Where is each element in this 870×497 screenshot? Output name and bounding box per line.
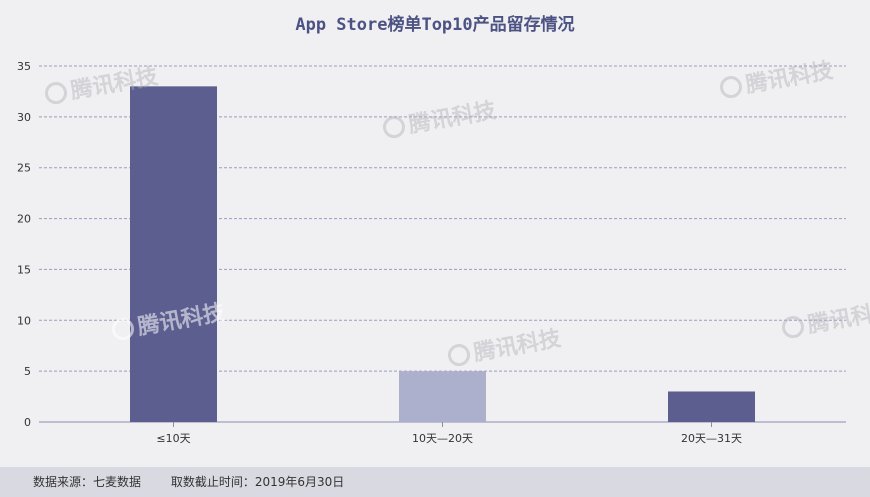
- y-tick-label: 10: [17, 314, 31, 327]
- y-tick-label: 0: [24, 416, 31, 429]
- y-tick-label: 20: [17, 213, 31, 226]
- y-tick-label: 35: [17, 60, 31, 73]
- x-tick-label: ≤10天: [156, 432, 190, 445]
- chart-title: App Store榜单Top10产品留存情况: [295, 15, 575, 35]
- bar: [130, 86, 217, 422]
- x-tick-label: 20天—31天: [681, 432, 742, 445]
- y-tick-label: 5: [24, 365, 31, 378]
- y-tick-label: 30: [17, 111, 31, 124]
- watermark-logo-icon: [43, 80, 69, 106]
- y-tick-label: 15: [17, 263, 31, 276]
- bar-chart: 0 5 10 15 20 25 30 35 ≤10天 10天—20天 20天—31天: [17, 60, 846, 445]
- watermark-logo-icon: [446, 342, 472, 368]
- watermark-logo-icon: [718, 74, 744, 100]
- watermark-logo-icon: [780, 314, 806, 340]
- footer-date: 取数截止时间：2019年6月30日: [170, 475, 345, 489]
- bar: [399, 371, 486, 422]
- bar: [668, 391, 755, 422]
- watermark-logo-icon: [110, 316, 136, 342]
- footer-source: 数据来源：七麦数据: [33, 475, 142, 489]
- footer: 数据来源：七麦数据 取数截止时间：2019年6月30日: [0, 467, 870, 497]
- watermark-logo-icon: [381, 114, 407, 140]
- y-tick-label: 25: [17, 162, 31, 175]
- x-tick-label: 10天—20天: [412, 432, 473, 445]
